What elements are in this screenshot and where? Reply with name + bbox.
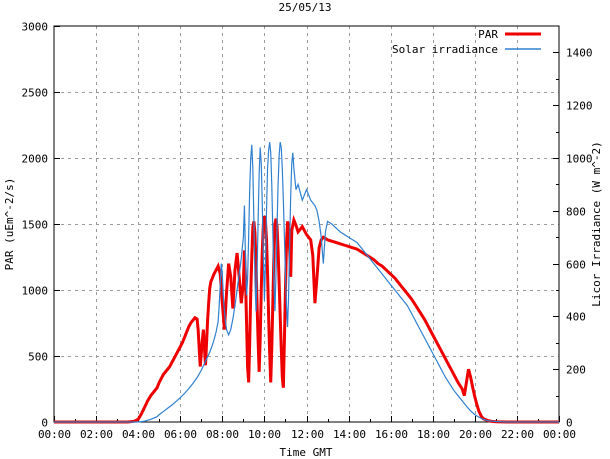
x-axis-title: Time GMT: [280, 446, 333, 459]
chart-title: 25/05/13: [279, 1, 332, 14]
x-axis-tick-label: 04:00: [122, 428, 155, 441]
x-axis-tick-label: 00:00: [38, 428, 71, 441]
x-axis-tick-label: 00:00: [543, 428, 576, 441]
y-axis-tick-label: 2000: [22, 153, 49, 166]
y2-axis-title: Licor Irradiance (W m^-2): [590, 141, 603, 307]
y-axis-tick-label: 2500: [22, 87, 49, 100]
x-axis-tick-label: 02:00: [80, 428, 113, 441]
y2-axis-tick-label: 0: [566, 417, 573, 430]
y2-axis-tick-label: 1400: [566, 47, 593, 60]
gridlines: [54, 26, 559, 422]
legend-label-par: PAR: [478, 28, 498, 41]
y2-axis-tick-label: 600: [566, 259, 586, 272]
x-axis-tick-label: 16:00: [375, 428, 408, 441]
y-axis-tick-label: 1500: [22, 219, 49, 232]
y2-axis-tick-label: 1000: [566, 153, 593, 166]
legend-label-solar-irradiance: Solar irradiance: [392, 43, 498, 56]
y-axis-tick-label: 3000: [22, 21, 49, 34]
x-axis-tick-label: 14:00: [333, 428, 366, 441]
x-axis-tick-label: 12:00: [291, 428, 324, 441]
plot-frame: [53, 25, 560, 423]
x-axis-tick-label: 20:00: [459, 428, 492, 441]
x-axis-tick-label: 22:00: [501, 428, 534, 441]
x-axis-tick-label: 18:00: [417, 428, 450, 441]
y2-axis-tick-label: 200: [566, 364, 586, 377]
axis-tick-labels: 0 500 1000 1500 2000 2500 3000 0 200 400 600 800 100…: [22, 21, 593, 442]
data-series: [54, 142, 559, 424]
series-line-solar-irradiance: [54, 142, 559, 423]
y-axis-title: PAR (uEm^-2/s): [3, 178, 16, 271]
x-axis-tick-label: 08:00: [206, 428, 239, 441]
y2-axis-tick-label: 1200: [566, 100, 593, 113]
y2-axis-tick-label: 400: [566, 311, 586, 324]
y-axis-tick-label: 0: [41, 417, 48, 430]
y2-axis-tick-label: 800: [566, 206, 586, 219]
legend: PAR Solar irradiance: [392, 28, 541, 56]
y-axis-tick-label: 1000: [22, 285, 49, 298]
x-axis-tick-label: 06:00: [164, 428, 197, 441]
series-line-par: [54, 214, 559, 424]
y-axis-tick-label: 500: [28, 351, 48, 364]
x-axis-tick-label: 10:00: [248, 428, 281, 441]
